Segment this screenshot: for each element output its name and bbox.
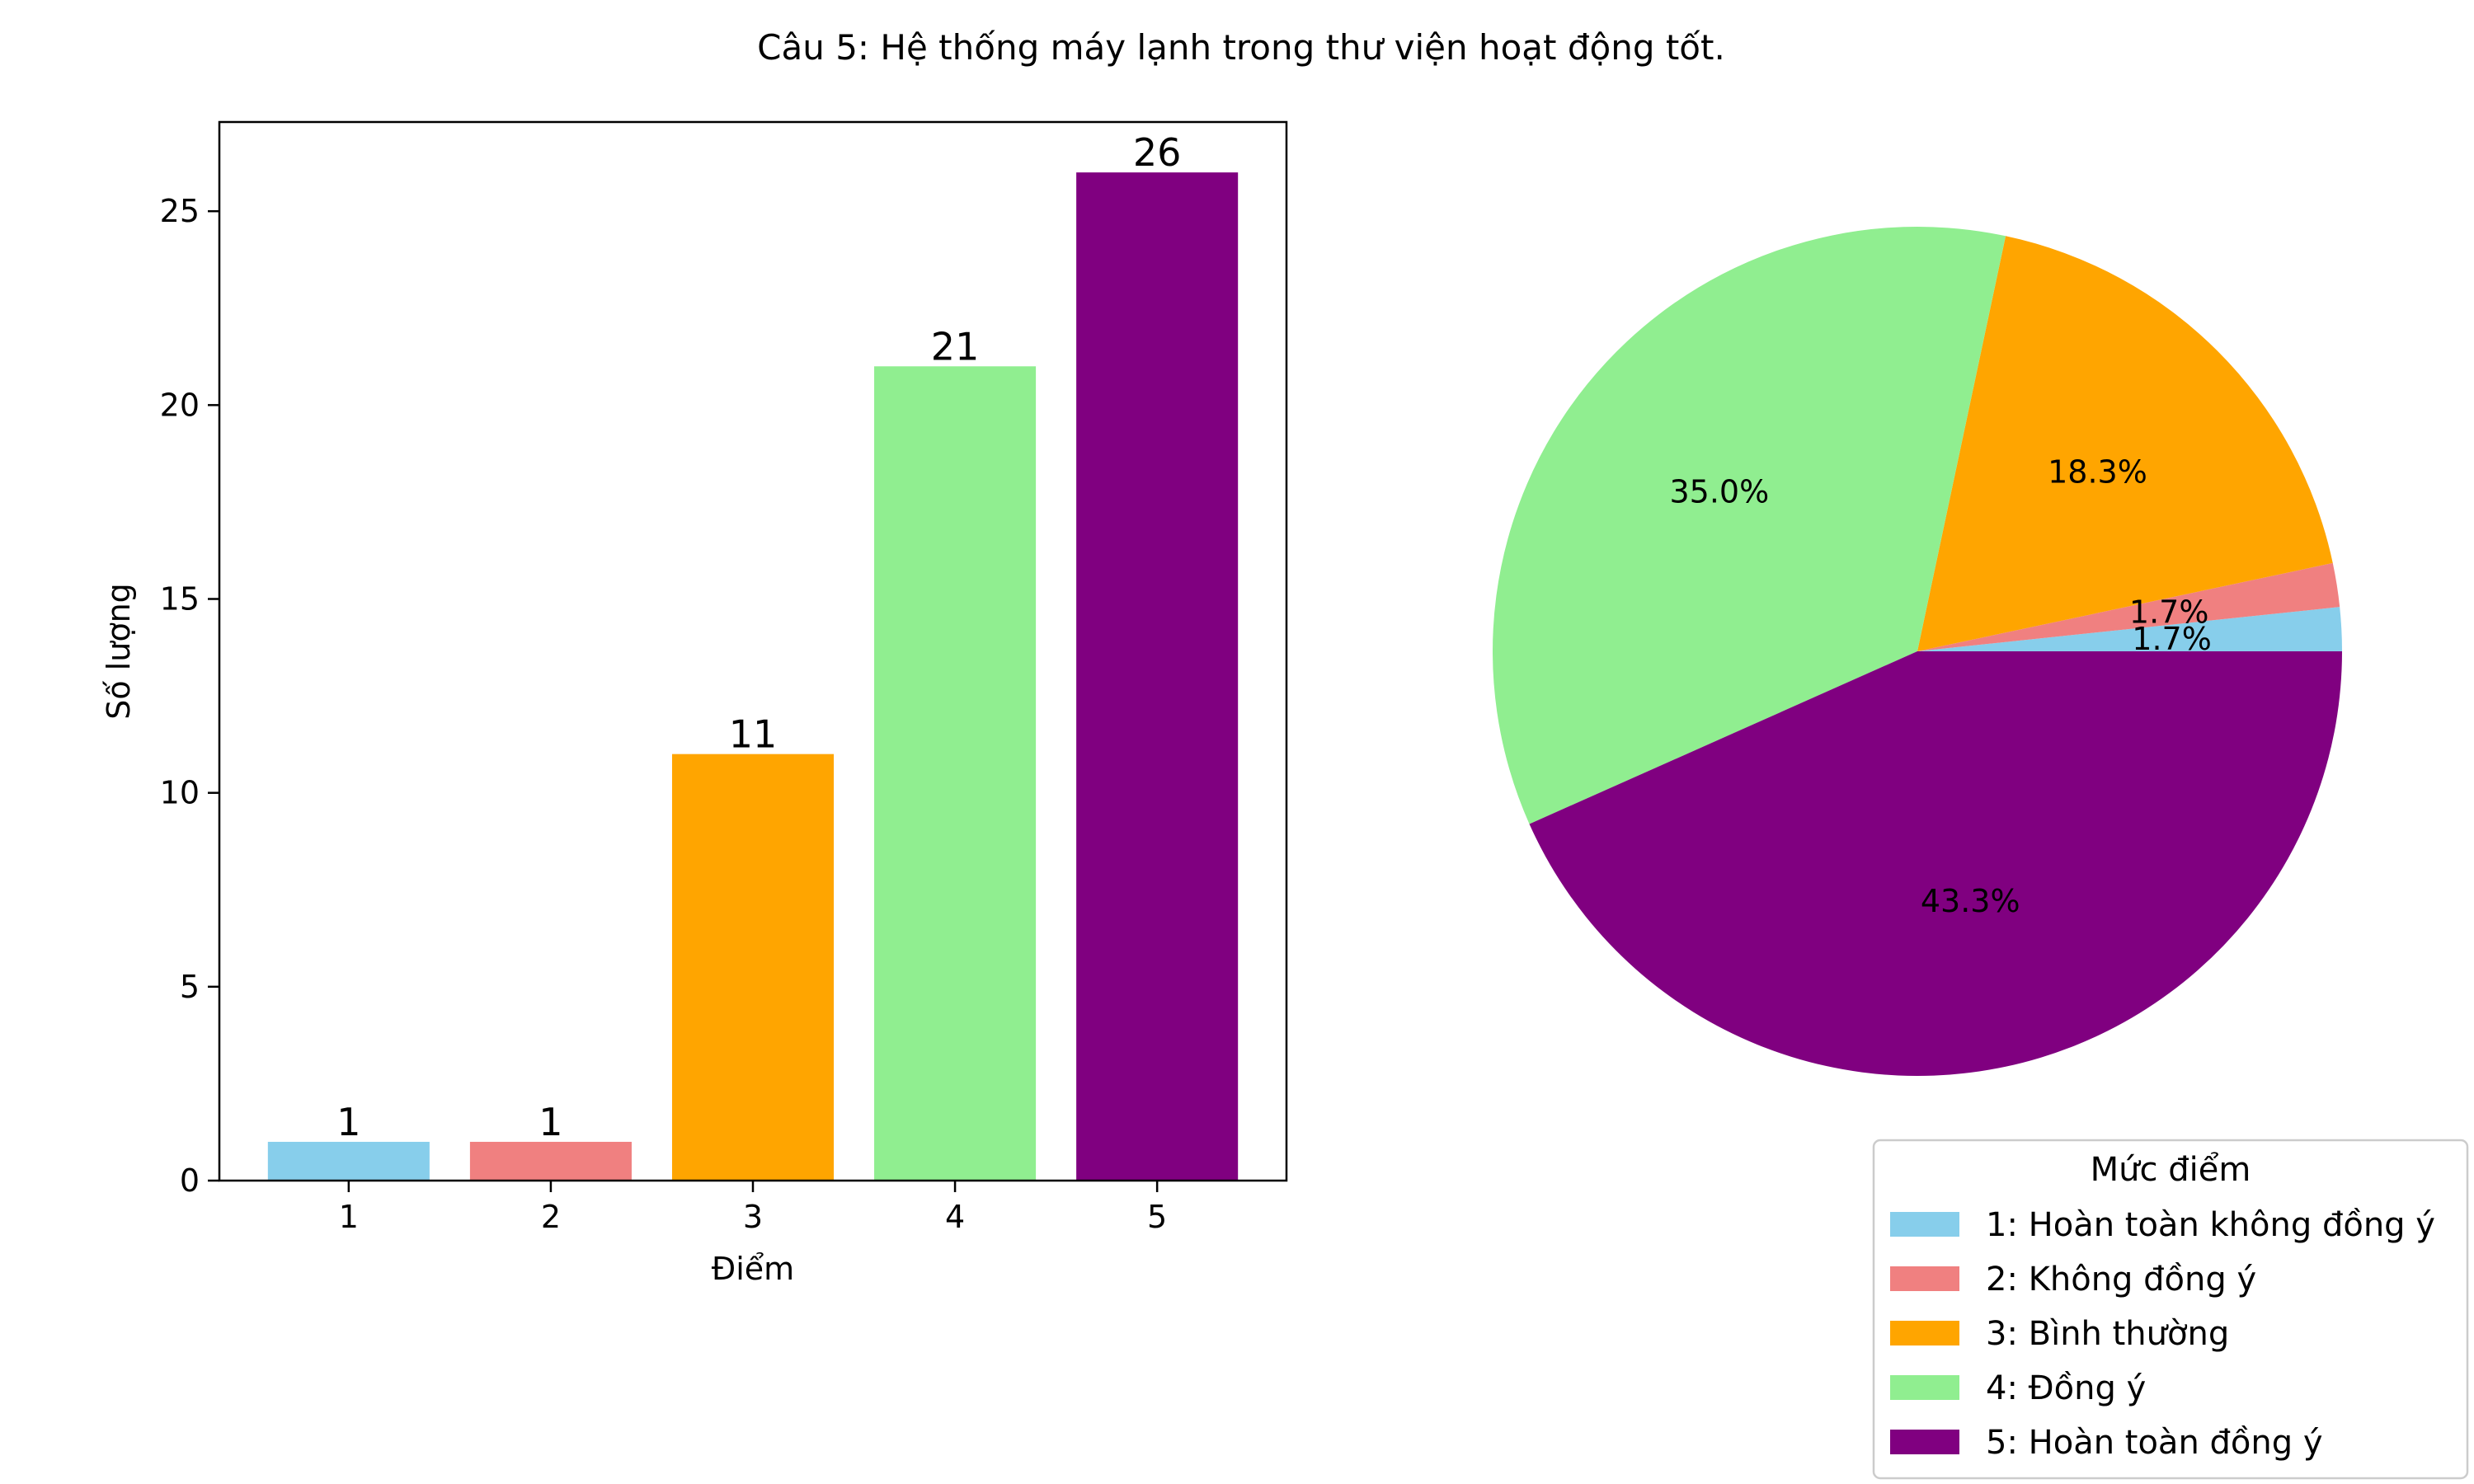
legend-label: 3: Bình thường bbox=[1986, 1315, 2229, 1353]
bar-y-axis-ticks: 0 5 10 15 20 25 bbox=[160, 193, 219, 1199]
bar-x-axis-ticks: 1 2 3 4 5 bbox=[339, 1181, 1167, 1235]
legend-swatch bbox=[1890, 1375, 1959, 1400]
legend-swatch bbox=[1890, 1266, 1959, 1291]
pie-slice-3 bbox=[1917, 236, 2333, 651]
pie-percent-label: 1.7% bbox=[2129, 594, 2209, 631]
legend-swatch bbox=[1890, 1321, 1959, 1345]
legend-swatch bbox=[1890, 1430, 1959, 1454]
bar-value-label: 11 bbox=[729, 712, 778, 757]
legend-label: 4: Đồng ý bbox=[1986, 1369, 2146, 1407]
legend-swatch bbox=[1890, 1212, 1959, 1237]
pie-percent-label: 43.3% bbox=[1921, 883, 2020, 919]
legend-box bbox=[1872, 1139, 2469, 1480]
pie-percent-labels: 1.7%1.7% 18.3% 35.0% 43.3% bbox=[1670, 454, 2212, 920]
bar-value-label: 26 bbox=[1133, 130, 1182, 175]
figure-title: Câu 5: Hệ thống máy lạnh trong thư viện … bbox=[757, 27, 1725, 68]
bar-4 bbox=[874, 366, 1037, 1181]
y-tick-label: 0 bbox=[180, 1162, 200, 1199]
legend-items: 1: Hoàn toàn không đồng ý 2: Không đồng ý… bbox=[1890, 1206, 2435, 1462]
bar-y-axis-label: Số lượng bbox=[101, 583, 137, 720]
legend-label: 2: Không đồng ý bbox=[1986, 1261, 2256, 1298]
pie-legend: Mức điểm 1: Hoàn toàn không đồng ý 2: Khô… bbox=[1872, 1139, 2469, 1480]
bar-3 bbox=[671, 754, 835, 1181]
bar-x-axis-label: Điểm bbox=[712, 1251, 794, 1287]
x-tick-label: 1 bbox=[339, 1199, 359, 1235]
bar-value-label: 1 bbox=[539, 1100, 562, 1144]
y-tick-label: 5 bbox=[180, 969, 200, 1005]
x-tick-label: 4 bbox=[945, 1199, 965, 1235]
pie-slices bbox=[1493, 227, 2342, 1076]
x-tick-label: 3 bbox=[743, 1199, 763, 1235]
bar-value-label: 21 bbox=[931, 324, 980, 369]
pie-percent-label: 1.7% bbox=[2132, 621, 2212, 657]
legend-title: Mức điểm bbox=[2091, 1151, 2251, 1189]
x-tick-label: 2 bbox=[541, 1199, 561, 1235]
legend-label: 1: Hoàn toàn không đồng ý bbox=[1986, 1206, 2435, 1244]
y-tick-label: 15 bbox=[160, 581, 200, 618]
pie-chart: 1.7%1.7% 18.3% 35.0% 43.3% bbox=[1493, 227, 2342, 1076]
bar-2 bbox=[469, 1141, 632, 1181]
x-tick-label: 5 bbox=[1147, 1199, 1167, 1235]
pie-slice-5 bbox=[1529, 651, 2342, 1076]
bar-5 bbox=[1076, 172, 1239, 1181]
pie-percent-label: 18.3% bbox=[2048, 454, 2147, 491]
legend-label: 5: Hoàn toàn đồng ý bbox=[1986, 1424, 2323, 1462]
bar-1 bbox=[267, 1141, 430, 1181]
pie-percent-label: 35.0% bbox=[1670, 474, 1770, 510]
bar-marks bbox=[267, 172, 1239, 1181]
y-tick-label: 20 bbox=[160, 387, 200, 423]
y-tick-label: 10 bbox=[160, 775, 200, 811]
pie-slice-1 bbox=[1917, 607, 2342, 651]
pie-slice-4 bbox=[1493, 227, 2006, 824]
y-tick-label: 25 bbox=[160, 193, 200, 229]
pie-slice-2 bbox=[1917, 562, 2340, 651]
bar-value-label: 1 bbox=[336, 1100, 360, 1144]
